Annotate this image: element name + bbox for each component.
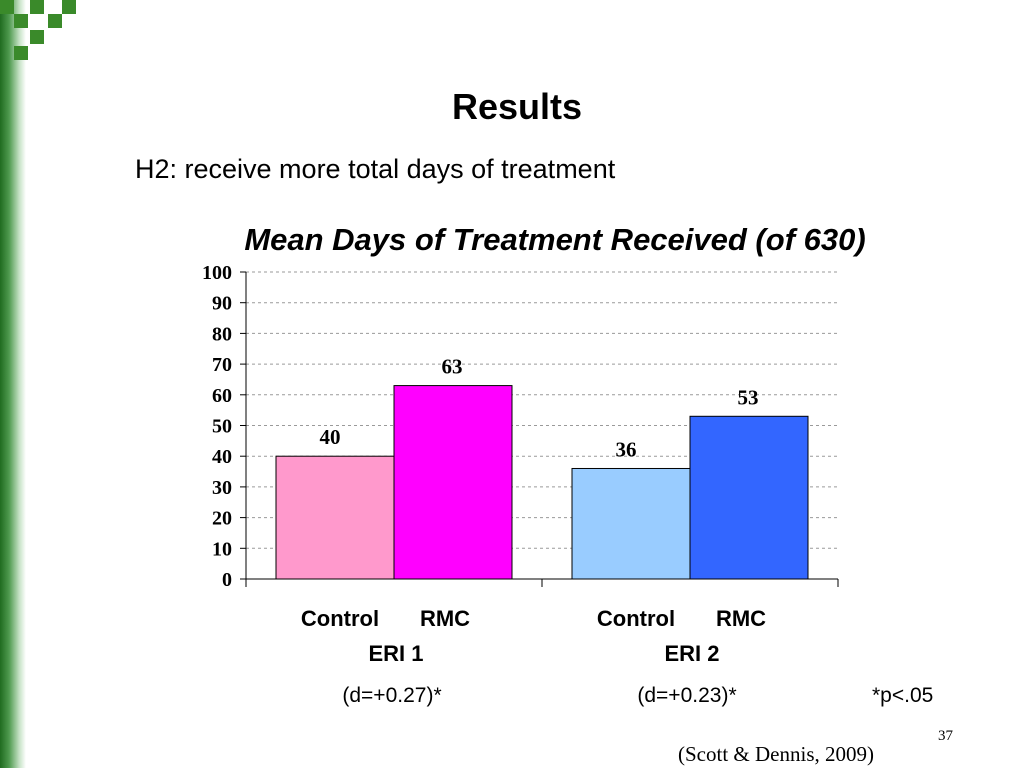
effect-size-eri1: (d=+0.27)* [342,684,442,707]
x-group-label: ERI 1 [368,641,424,666]
data-label-eri2-control: 36 [616,437,637,461]
y-tick-label-0: 0 [222,569,232,591]
x-category-label: Control [300,606,380,631]
effect-size-eri2: (d=+0.23)* [637,684,737,707]
data-label-eri2-rmc: 53 [738,385,759,409]
citation: (Scott & Dennis, 2009) [678,742,874,766]
bar-eri1-rmc [393,385,513,580]
y-tick-label-100: 100 [202,262,232,284]
x-group-label: ERI 2 [664,641,720,666]
x-category-label: RMC [715,606,767,631]
y-tick-label-30: 30 [212,477,232,499]
y-tick-label-80: 80 [212,323,232,345]
y-tick-label-70: 70 [212,354,232,376]
slide-subtitle: H2: receive more total days of treatment [135,154,616,184]
y-tick-label-60: 60 [212,385,232,407]
y-tick-label-10: 10 [212,538,232,560]
bar-eri1-control [275,455,395,580]
side-decoration-bar [0,0,26,768]
data-label-eri1-control: 40 [320,425,341,449]
bar-eri2-control [571,467,691,580]
chart-title: Mean Days of Treatment Received (of 630) [244,222,866,257]
checker-logo [0,0,90,64]
bar-eri2-rmc [689,415,809,580]
y-tick-label-20: 20 [212,508,232,530]
significance-note: *p<.05 [872,684,934,707]
x-category-label: Control [596,606,676,631]
y-tick-label-40: 40 [212,446,232,468]
y-tick-label-50: 50 [212,416,232,438]
x-category-label: RMC [419,606,471,631]
page-number: 37 [938,728,953,744]
data-label-eri1-rmc: 63 [442,355,463,379]
slide-title: Results [451,86,583,127]
y-tick-label-90: 90 [212,293,232,315]
